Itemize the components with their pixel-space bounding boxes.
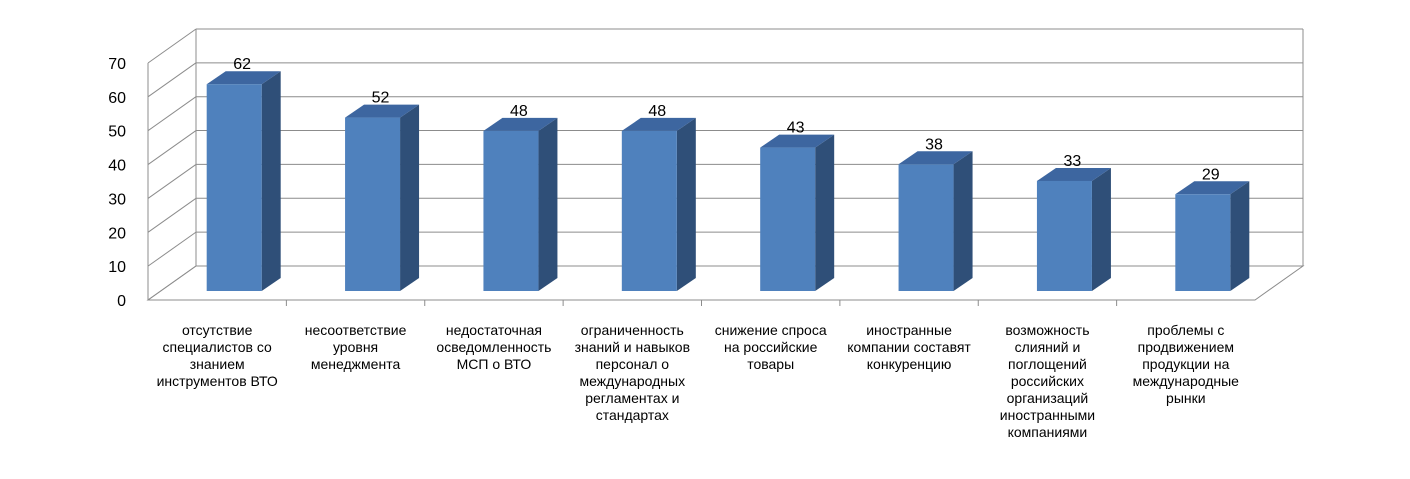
x-tick-label: ограниченность знаний и навыков персонал… — [574, 322, 691, 423]
data-label: 29 — [1202, 166, 1220, 183]
data-label: 38 — [925, 136, 943, 153]
bar-top — [483, 117, 558, 131]
gridline-side — [147, 265, 197, 301]
bar-top — [898, 151, 973, 165]
data-label: 33 — [1064, 153, 1082, 170]
bar — [1175, 181, 1250, 291]
bar-side — [953, 151, 973, 291]
bar — [483, 117, 558, 292]
y-tick-label: 40 — [108, 158, 126, 175]
bar-top — [621, 117, 696, 131]
bar-front — [483, 130, 539, 291]
x-tick-label: проблемы с продвижением продукции на меж… — [1132, 322, 1239, 406]
x-tick-label: снижение спроса на российские товары — [714, 322, 827, 372]
bar-front — [1175, 194, 1231, 291]
data-label: 62 — [233, 56, 251, 73]
gridline-side — [147, 130, 197, 165]
x-tick-label: отсутствие специалистов со знанием инстр… — [156, 322, 278, 389]
y-tick-label: 30 — [108, 191, 126, 208]
y-tick-label: 20 — [108, 225, 126, 242]
bar-front — [621, 130, 677, 291]
bar-top — [1175, 181, 1250, 195]
y-axis-ticks: 0 10 20 30 40 50 60 70 — [108, 56, 126, 310]
bar — [206, 71, 281, 291]
data-label: 48 — [510, 103, 528, 120]
bar-front — [345, 117, 401, 291]
data-label: 48 — [648, 103, 666, 120]
bar-side — [1230, 181, 1250, 291]
y-tick-label: 10 — [108, 259, 126, 276]
bar-front — [206, 84, 262, 291]
bar-top — [206, 71, 281, 85]
bar — [898, 151, 973, 291]
y-tick-label: 0 — [117, 293, 126, 310]
gridline-side — [147, 231, 197, 267]
x-tick-label: несоответствие уровня менеджмента — [304, 322, 407, 372]
bar-side — [261, 71, 281, 291]
bar-side — [1091, 167, 1111, 291]
bar-side — [538, 117, 558, 292]
bars — [206, 71, 1250, 292]
data-label: 52 — [372, 90, 390, 107]
bar-side — [676, 117, 696, 292]
y-tick-label: 50 — [108, 124, 126, 141]
gridline-side — [147, 96, 197, 132]
gridline-side — [147, 28, 197, 64]
bar-side — [815, 134, 835, 291]
data-labels: 62 52 48 48 43 38 33 29 — [233, 56, 1220, 183]
bar-top — [345, 104, 420, 118]
bar-top — [1036, 167, 1111, 181]
bar — [760, 134, 835, 291]
y-tick-label: 70 — [108, 56, 126, 73]
y-tick-label: 60 — [108, 90, 126, 107]
x-tick-label: иностранные компании составят конкуренци… — [847, 322, 971, 372]
gridline-side — [147, 197, 197, 233]
gridline-side — [147, 62, 197, 98]
x-tick-label: возможность слияний и поглощений российс… — [999, 322, 1096, 440]
bar — [345, 104, 420, 291]
chart-floor — [146, 265, 1305, 301]
data-label: 43 — [787, 120, 805, 137]
bar-front — [898, 164, 954, 291]
bar-front — [760, 147, 816, 291]
bar-top — [760, 134, 835, 148]
bar — [1036, 167, 1111, 291]
gridline-side — [147, 164, 197, 199]
bar-side — [400, 104, 420, 291]
bar — [621, 117, 696, 292]
bar-front — [1036, 180, 1092, 291]
x-tick-label: недостаточная осведомленность МСП о ВТО — [436, 322, 552, 372]
chart-grid — [146, 28, 1305, 306]
